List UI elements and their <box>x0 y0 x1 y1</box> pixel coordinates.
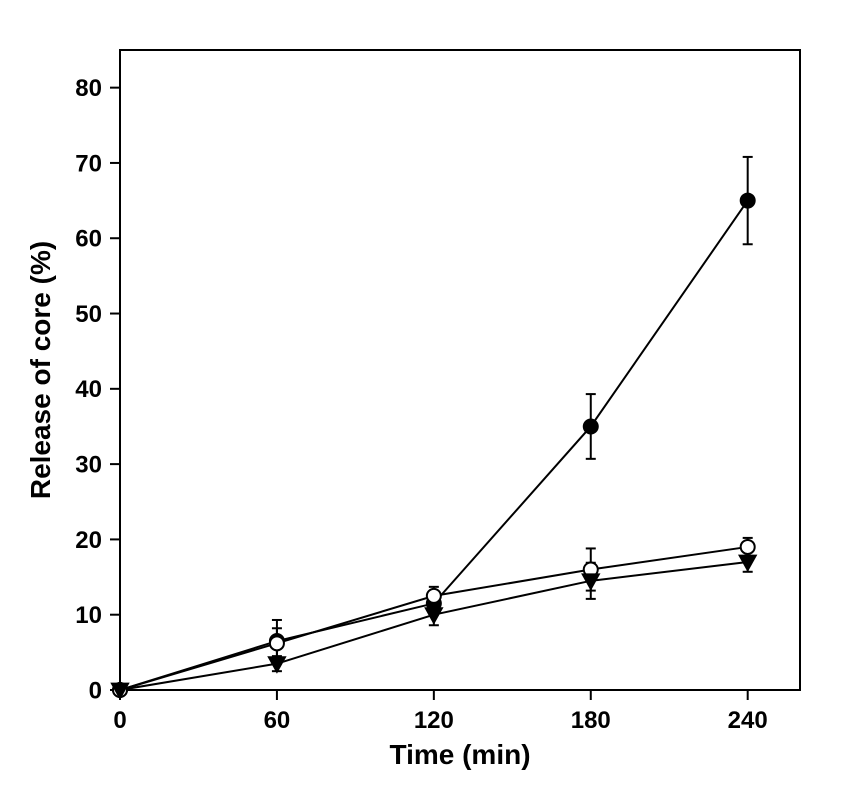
ytick-label: 10 <box>75 602 102 629</box>
ytick-label: 70 <box>75 150 102 177</box>
ytick-label: 80 <box>75 75 102 102</box>
xtick-label: 180 <box>571 707 611 734</box>
marker-filled-circle <box>741 194 755 208</box>
marker-open-circle <box>741 540 755 554</box>
ytick-label: 0 <box>89 677 102 704</box>
xtick-label: 0 <box>113 707 126 734</box>
xtick-label: 120 <box>414 707 454 734</box>
release-chart: 0 60 120 180 240 0 10 20 30 40 50 60 70 80 Time (min) R… <box>0 0 861 793</box>
marker-filled-circle <box>584 419 598 433</box>
ytick-label: 20 <box>75 527 102 554</box>
ytick-label: 50 <box>75 301 102 328</box>
xtick-label: 60 <box>264 707 291 734</box>
marker-open-circle <box>270 636 284 650</box>
marker-open-circle <box>427 589 441 603</box>
xtick-label: 240 <box>728 707 768 734</box>
y-axis-label: Release of core (%) <box>25 241 56 499</box>
ytick-label: 30 <box>75 452 102 479</box>
ytick-label: 40 <box>75 376 102 403</box>
x-axis-label: Time (min) <box>389 739 530 770</box>
ytick-label: 60 <box>75 226 102 253</box>
chart-svg: 0 60 120 180 240 0 10 20 30 40 50 60 70 80 Time (min) R… <box>0 0 861 793</box>
